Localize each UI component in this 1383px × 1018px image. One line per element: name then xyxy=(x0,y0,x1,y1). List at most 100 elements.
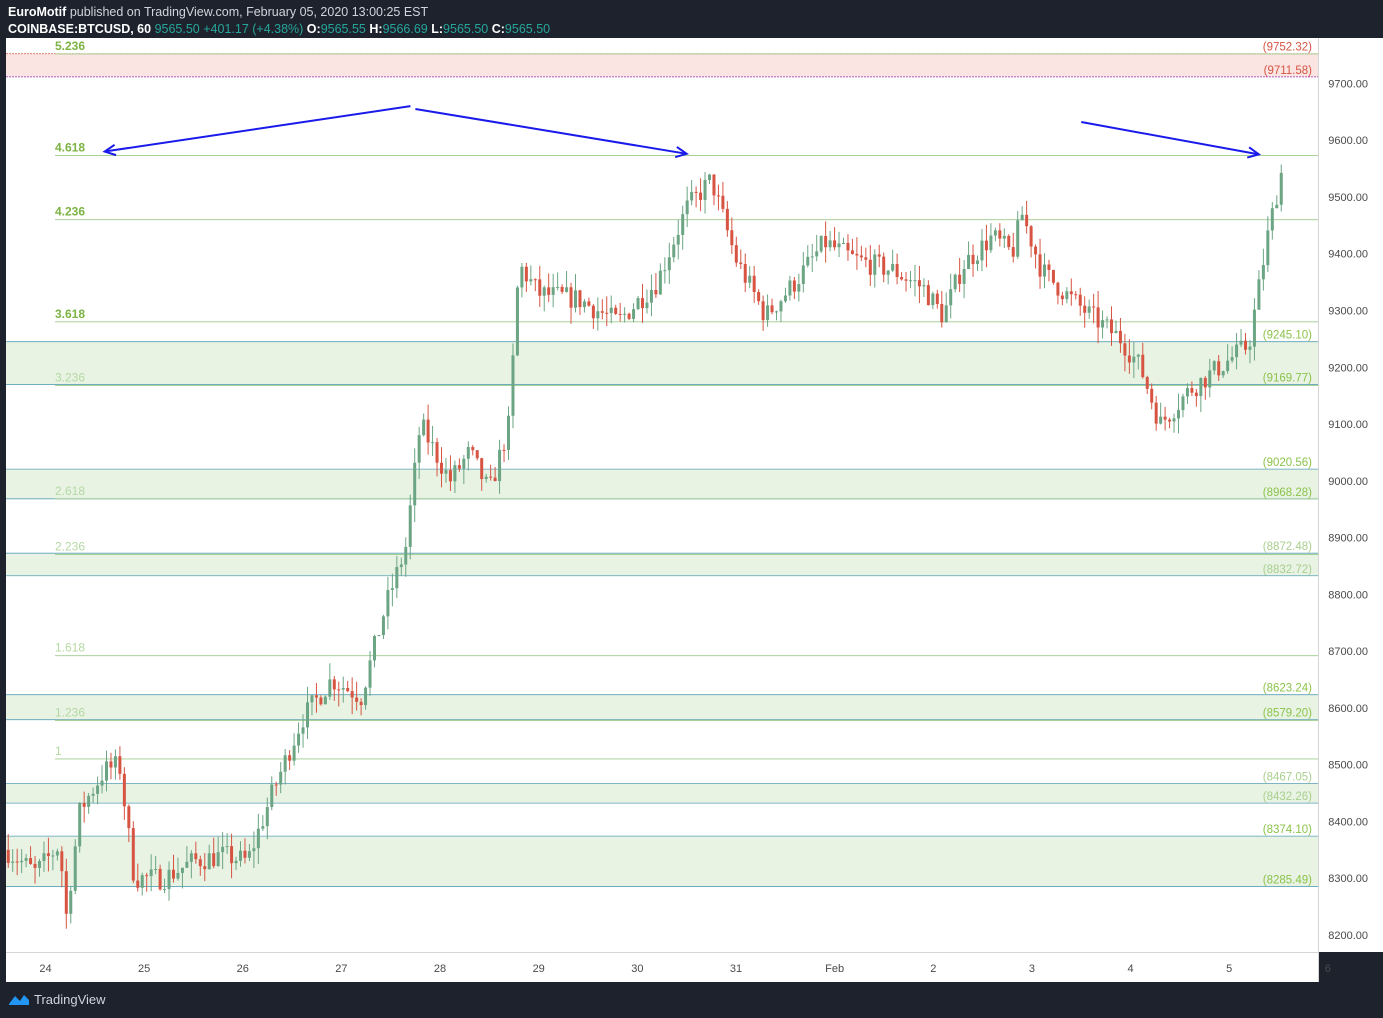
price-tick-label: 9400.00 xyxy=(1328,249,1368,261)
time-tick-label: 5 xyxy=(1226,963,1232,975)
trend-arrow-line xyxy=(1081,121,1259,156)
low-label: L: xyxy=(431,22,444,36)
price-tick-label: 8600.00 xyxy=(1328,703,1368,715)
time-tick-label: Feb xyxy=(825,963,844,975)
candle-body xyxy=(819,235,823,252)
candle-body xyxy=(1038,254,1042,277)
candle-body xyxy=(46,853,50,856)
time-tick-label: 30 xyxy=(631,963,643,975)
price-label: (8285.49) xyxy=(1263,874,1312,886)
candle-body xyxy=(833,240,837,248)
candle-body xyxy=(1159,416,1163,424)
candle-body xyxy=(332,679,336,690)
candle-body xyxy=(390,588,394,590)
candle-body xyxy=(998,230,1002,239)
candle-body xyxy=(984,240,988,251)
candle-body xyxy=(292,745,296,761)
candle-body xyxy=(627,313,631,319)
candle-body xyxy=(1123,343,1127,356)
candle-body xyxy=(462,458,466,469)
zones-layer xyxy=(6,53,1318,887)
price-label: (8968.28) xyxy=(1263,487,1312,499)
candle-body xyxy=(475,450,479,459)
candle-body xyxy=(1217,361,1221,376)
candle-body xyxy=(766,305,770,321)
candle-body xyxy=(42,853,46,862)
candle-body xyxy=(806,256,810,266)
candle-body xyxy=(600,311,604,313)
candle-body xyxy=(1244,340,1248,350)
price-tick-label: 8400.00 xyxy=(1328,816,1368,828)
price-label: (8872.48) xyxy=(1263,541,1312,553)
zone xyxy=(6,53,1318,77)
candle-body xyxy=(1060,295,1064,300)
time-axis-labels: 24 25 26 27 28 29 30 31 Feb 2 3 4 5 6 xyxy=(39,963,1331,975)
fib-level-label: 5.236 xyxy=(55,39,85,53)
candle-body xyxy=(1136,354,1140,357)
fib-level-label: 4.618 xyxy=(55,141,85,155)
candle-body xyxy=(1114,330,1118,334)
candle-body xyxy=(1096,307,1100,328)
candle-body xyxy=(288,755,292,761)
candle-body xyxy=(694,191,698,193)
fib-level-label: 3.618 xyxy=(55,307,85,321)
time-tick-label: 29 xyxy=(533,963,545,975)
candle-body xyxy=(1239,340,1243,345)
price-label: (9020.56) xyxy=(1263,457,1312,469)
candle-body xyxy=(422,419,426,436)
candle-body xyxy=(676,234,680,245)
candle-body xyxy=(113,756,117,768)
candle-body xyxy=(55,851,59,856)
candle-body xyxy=(1083,305,1087,313)
candle-body xyxy=(1141,354,1145,378)
time-axis[interactable] xyxy=(6,952,1318,982)
author-name[interactable]: EuroMotif xyxy=(8,5,67,19)
candle-body xyxy=(176,872,180,879)
candle-body xyxy=(373,636,377,661)
candle-body xyxy=(815,251,819,257)
time-tick-label: 3 xyxy=(1029,963,1035,975)
candle-body xyxy=(716,195,720,197)
candle-body xyxy=(667,257,671,271)
candle-body xyxy=(618,313,622,315)
candle-body xyxy=(967,254,971,269)
zone xyxy=(6,783,1318,804)
time-tick-label: 31 xyxy=(730,963,742,975)
candle-body xyxy=(1270,208,1274,231)
candle-body xyxy=(926,285,930,306)
symbol-name[interactable]: COINBASE:BTCUSD, 60 xyxy=(8,22,152,36)
candle-body xyxy=(408,505,412,547)
candle-body xyxy=(109,761,113,768)
candle-body xyxy=(457,465,461,469)
price-tick-label: 9200.00 xyxy=(1328,362,1368,374)
candle-body xyxy=(574,290,578,308)
candle-body xyxy=(404,546,408,565)
candle-body xyxy=(198,859,202,867)
candle-body xyxy=(623,313,627,315)
candle-body xyxy=(355,697,359,702)
candle-body xyxy=(453,465,457,482)
candle-body xyxy=(489,476,493,478)
candle-body xyxy=(480,458,484,480)
candle-body xyxy=(1221,371,1225,376)
candle-body xyxy=(91,793,95,796)
candle-body xyxy=(511,355,515,416)
candle-body xyxy=(944,305,948,323)
candle-body xyxy=(641,298,645,309)
candle-body xyxy=(82,802,86,807)
candle-body xyxy=(1181,396,1185,411)
price-chart[interactable]: (9752.32) (9711.58) (9245.10) (9169.77) (902… xyxy=(0,38,1383,982)
candle-body xyxy=(891,264,895,271)
candle-body xyxy=(792,280,796,292)
candle-body xyxy=(180,867,184,873)
candle-body xyxy=(87,795,91,807)
tradingview-logo-icon[interactable] xyxy=(8,992,30,1006)
candle-body xyxy=(565,287,569,292)
candle-body xyxy=(417,435,421,463)
candle-body xyxy=(359,701,363,706)
candle-body xyxy=(1154,402,1158,424)
tradingview-brand[interactable]: TradingView xyxy=(34,992,106,1007)
close-value: 9565.50 xyxy=(504,22,551,36)
price-axis[interactable] xyxy=(1318,38,1383,952)
price-label: (8374.10) xyxy=(1263,824,1312,836)
